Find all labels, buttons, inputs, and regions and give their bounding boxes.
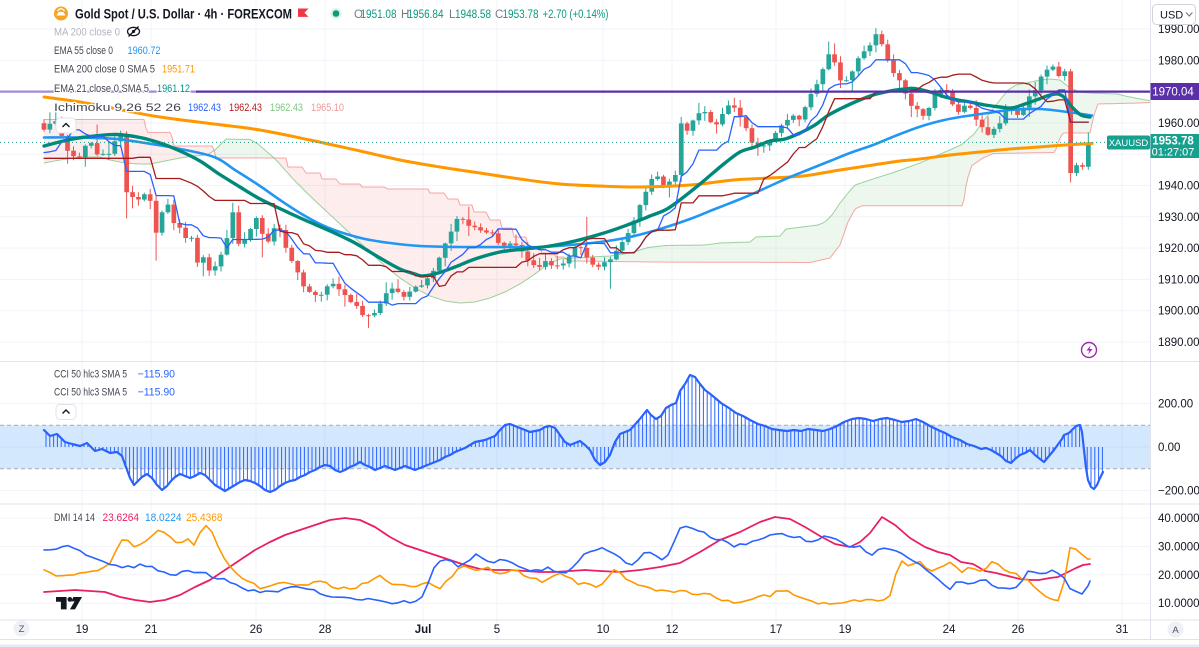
svg-text:1940.00: 1940.00 [1158, 181, 1199, 193]
svg-text:1910.00: 1910.00 [1158, 274, 1199, 286]
svg-text:1962.43: 1962.43 [270, 102, 303, 114]
svg-text:XAUUSD: XAUUSD [1109, 138, 1149, 149]
svg-text:1962.43: 1962.43 [188, 102, 221, 114]
svg-text:H: H [401, 9, 409, 21]
svg-text:EMA 21 close 0 SMA 5: EMA 21 close 0 SMA 5 [54, 83, 149, 95]
svg-text:0.00: 0.00 [1158, 442, 1180, 454]
svg-text:CCI 50 hlc3 SMA 5: CCI 50 hlc3 SMA 5 [54, 369, 127, 381]
svg-text:−115.90: −115.90 [138, 369, 175, 381]
svg-text:1920.00: 1920.00 [1158, 243, 1199, 255]
svg-text:1953.78: 1953.78 [503, 9, 539, 21]
svg-text:24: 24 [943, 624, 956, 636]
svg-text:Gold Spot / U.S. Dollar · 4h ·: Gold Spot / U.S. Dollar · 4h · FOREXCOM [75, 6, 292, 22]
svg-text:25.4368: 25.4368 [186, 512, 223, 524]
svg-text:1890.00: 1890.00 [1158, 337, 1199, 349]
svg-text:DMI 14 14: DMI 14 14 [54, 512, 95, 524]
svg-text:17: 17 [770, 624, 783, 636]
svg-text:1951.08: 1951.08 [361, 9, 397, 21]
svg-text:1960.72: 1960.72 [128, 45, 161, 57]
svg-text:−115.90: −115.90 [138, 369, 175, 381]
svg-text:Z: Z [19, 624, 25, 635]
svg-text:1930.00: 1930.00 [1158, 212, 1199, 224]
svg-text:25.4368: 25.4368 [186, 512, 223, 524]
svg-text:1948.58: 1948.58 [455, 9, 491, 21]
svg-text:+2.70 (+0.14%): +2.70 (+0.14%) [543, 9, 609, 21]
svg-text:1960.72: 1960.72 [128, 45, 161, 57]
svg-text:1951.71: 1951.71 [162, 64, 195, 76]
svg-text:CCI 50 hlc3 SMA 5: CCI 50 hlc3 SMA 5 [54, 387, 127, 399]
svg-text:26: 26 [1012, 624, 1025, 636]
svg-text:Ichimoku 9 26 52 26: Ichimoku 9 26 52 26 [54, 102, 181, 114]
svg-text:1965.10: 1965.10 [311, 102, 344, 114]
svg-text:CCI 50 hlc3 SMA 5: CCI 50 hlc3 SMA 5 [54, 387, 127, 399]
svg-text:1965.10: 1965.10 [311, 102, 344, 114]
svg-text:MA 200 close 0: MA 200 close 0 [54, 27, 120, 39]
svg-text:1962.43: 1962.43 [229, 102, 262, 114]
svg-text:C: C [495, 9, 503, 21]
svg-text:EMA 200 close 0 SMA 5: EMA 200 close 0 SMA 5 [54, 64, 155, 76]
svg-text:Gold Spot / U.S. Dollar · 4h ·: Gold Spot / U.S. Dollar · 4h · FOREXCOM [75, 6, 292, 22]
svg-text:1953.78: 1953.78 [503, 9, 539, 21]
svg-text:1961.12: 1961.12 [157, 83, 190, 95]
svg-text:EMA 55 close 0: EMA 55 close 0 [54, 45, 113, 57]
svg-text:1962.43: 1962.43 [270, 102, 303, 114]
svg-text:L: L [449, 9, 456, 21]
svg-text:EMA 55 close 0: EMA 55 close 0 [54, 45, 113, 57]
svg-text:23.6264: 23.6264 [103, 512, 140, 524]
svg-text:1962.43: 1962.43 [188, 102, 221, 114]
svg-text:1951.08: 1951.08 [361, 9, 397, 21]
svg-text:1951.71: 1951.71 [162, 64, 195, 76]
svg-text:18.0224: 18.0224 [145, 512, 182, 524]
svg-text:1948.58: 1948.58 [455, 9, 491, 21]
svg-text:21: 21 [145, 624, 158, 636]
svg-text:10.0000: 10.0000 [1158, 598, 1199, 610]
svg-text:200.00: 200.00 [1158, 399, 1193, 411]
svg-text:40.0000: 40.0000 [1158, 513, 1199, 525]
svg-text:23.6264: 23.6264 [103, 512, 140, 524]
svg-text:19: 19 [839, 624, 852, 636]
svg-text:30.0000: 30.0000 [1158, 541, 1199, 553]
svg-text:−115.90: −115.90 [138, 387, 175, 399]
svg-text:1956.84: 1956.84 [408, 9, 445, 21]
svg-text:1956.84: 1956.84 [408, 9, 445, 21]
svg-text:19: 19 [76, 624, 89, 636]
svg-text:1900.00: 1900.00 [1158, 306, 1199, 318]
svg-text:DMI 14 14: DMI 14 14 [54, 512, 95, 524]
svg-text:+2.70 (+0.14%): +2.70 (+0.14%) [543, 9, 609, 21]
svg-text:A: A [1172, 625, 1179, 636]
svg-text:5: 5 [494, 624, 500, 636]
svg-text:12: 12 [666, 624, 679, 636]
svg-text:C: C [495, 9, 503, 21]
svg-text:26: 26 [250, 624, 263, 636]
svg-text:O: O [354, 9, 363, 21]
svg-text:USD: USD [1160, 10, 1183, 22]
svg-text:O: O [354, 9, 363, 21]
svg-text:20.0000: 20.0000 [1158, 570, 1199, 582]
svg-text:31: 31 [1116, 624, 1129, 636]
svg-text:MA 200 close 0: MA 200 close 0 [54, 27, 120, 39]
svg-text:Jul: Jul [415, 624, 432, 636]
svg-text:01:27:07: 01:27:07 [1152, 147, 1195, 159]
svg-text:H: H [401, 9, 409, 21]
svg-text:CCI 50 hlc3 SMA 5: CCI 50 hlc3 SMA 5 [54, 369, 127, 381]
svg-text:1962.43: 1962.43 [229, 102, 262, 114]
svg-text:10: 10 [597, 624, 610, 636]
svg-text:1990.00: 1990.00 [1158, 24, 1199, 36]
svg-text:1970.04: 1970.04 [1152, 87, 1194, 99]
svg-text:EMA 21 close 0 SMA 5: EMA 21 close 0 SMA 5 [54, 83, 149, 95]
svg-text:1961.12: 1961.12 [157, 83, 190, 95]
svg-text:1953.78: 1953.78 [1152, 136, 1194, 148]
svg-text:L: L [449, 9, 456, 21]
svg-text:1960.00: 1960.00 [1158, 118, 1199, 130]
svg-text:18.0224: 18.0224 [145, 512, 182, 524]
svg-text:28: 28 [319, 624, 332, 636]
svg-text:1980.00: 1980.00 [1158, 55, 1199, 67]
svg-text:EMA 200 close 0 SMA 5: EMA 200 close 0 SMA 5 [54, 64, 155, 76]
svg-text:−115.90: −115.90 [138, 387, 175, 399]
svg-text:Ichimoku 9 26 52 26: Ichimoku 9 26 52 26 [54, 102, 181, 114]
svg-text:−200.00: −200.00 [1158, 486, 1199, 498]
